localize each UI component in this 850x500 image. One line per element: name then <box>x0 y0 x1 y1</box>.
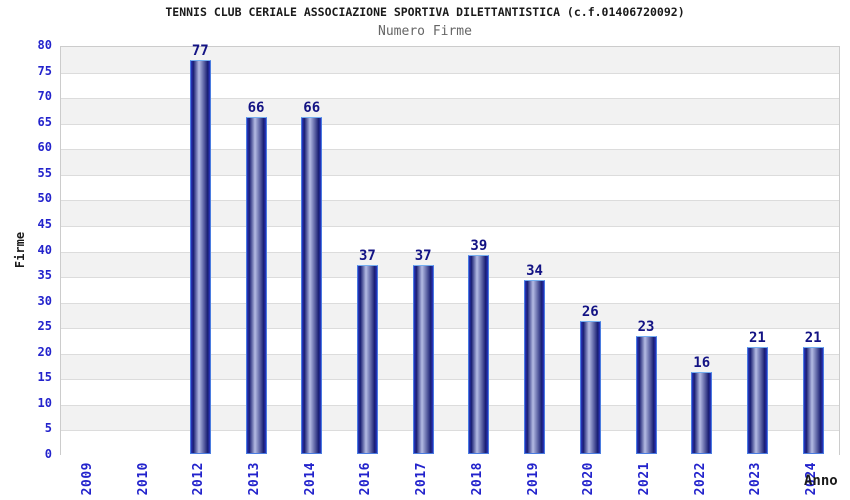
gridline <box>61 353 839 355</box>
bar-2017 <box>412 264 434 454</box>
x-axis-label-2017: 2017 <box>414 462 430 496</box>
plot-band <box>61 379 839 405</box>
x-axis-label-2020: 2020 <box>581 462 597 496</box>
plot-band <box>61 277 839 303</box>
y-axis-tick-label: 70 <box>37 89 52 104</box>
y-axis-tick-label: 5 <box>44 421 52 436</box>
plot-band <box>61 47 839 73</box>
gridline <box>61 72 839 74</box>
gridline <box>61 277 839 279</box>
plot-band <box>61 225 839 252</box>
bar-2016 <box>356 264 378 454</box>
bar-2019 <box>524 280 546 454</box>
bar-2024 <box>802 346 824 454</box>
plot-band <box>61 123 839 150</box>
bar-value-label: 66 <box>247 99 265 116</box>
gridline <box>61 149 839 151</box>
gridline <box>61 225 839 227</box>
bar-value-label: 37 <box>358 247 376 264</box>
y-axis-tick-label: 40 <box>37 242 52 257</box>
bar-value-label: 77 <box>191 43 209 60</box>
y-axis-tick-label: 50 <box>37 191 52 206</box>
x-axis-label-2012: 2012 <box>191 462 207 496</box>
chart-title: TENNIS CLUB CERIALE ASSOCIAZIONE SPORTIV… <box>165 5 685 19</box>
chart-subtitle: Numero Firme <box>378 24 472 39</box>
y-axis-tick-label: 80 <box>37 38 52 52</box>
bar-2022 <box>691 372 713 454</box>
x-axis-labels: 2009 2010 2012 2013 2014 2016 2017 2018 2019 2020… <box>60 455 840 500</box>
plot-band <box>61 72 839 99</box>
gridline <box>61 328 839 330</box>
gridline <box>61 200 839 202</box>
x-axis-title: Anno <box>804 473 838 489</box>
bar-2023 <box>746 346 768 454</box>
bar-value-label: 26 <box>581 304 599 321</box>
y-axis-tick-label: 75 <box>37 63 52 78</box>
x-axis-label-2014: 2014 <box>302 462 318 496</box>
plot-band <box>61 149 839 175</box>
x-axis-label-2010: 2010 <box>135 462 151 496</box>
x-axis-label-2009: 2009 <box>79 462 95 496</box>
bar-value-label: 39 <box>470 237 488 254</box>
bar-value-label: 37 <box>414 247 432 264</box>
x-axis-label-2016: 2016 <box>358 462 374 496</box>
gridline <box>61 251 839 253</box>
bar-2021 <box>635 336 657 454</box>
y-axis-tick-label: 25 <box>37 319 52 334</box>
bar-2012 <box>189 60 211 454</box>
y-axis-tick-label: 35 <box>37 268 52 283</box>
y-axis-tick-label: 65 <box>37 114 52 129</box>
plot-band <box>61 302 839 329</box>
x-axis-label-2023: 2023 <box>748 462 764 496</box>
plot-band <box>61 404 839 431</box>
gridline <box>61 379 839 381</box>
gridline <box>61 174 839 176</box>
gridline <box>61 404 839 406</box>
bar-2018 <box>468 254 490 454</box>
bar-2014 <box>301 116 323 454</box>
plot-area: 77 66 66 37 37 39 34 26 23 16 21 21 <box>60 43 840 456</box>
x-axis-label-2022: 2022 <box>692 462 708 496</box>
y-axis-tick-label: 0 <box>44 447 52 461</box>
bar-value-label: 66 <box>303 99 321 116</box>
plot-band <box>61 200 839 226</box>
gridline <box>61 123 839 125</box>
plot-band <box>61 328 839 354</box>
bar-value-label: 21 <box>748 329 766 346</box>
y-axis-tick-label: 15 <box>37 370 52 385</box>
plot-band <box>61 430 839 456</box>
bar-value-label: 23 <box>637 319 655 336</box>
y-axis-ticks: 0 5 10 15 20 25 30 35 40 45 50 55 60 65 70 75 80 <box>0 0 52 500</box>
x-axis-label-2013: 2013 <box>247 462 262 496</box>
y-axis-tick-label: 20 <box>37 344 52 359</box>
y-axis-tick-label: 10 <box>37 395 52 410</box>
y-axis-tick-label: 30 <box>37 293 52 308</box>
y-axis-tick-label: 55 <box>37 165 52 180</box>
y-axis-tick-label: 45 <box>37 216 52 231</box>
x-axis-label-2018: 2018 <box>469 462 485 496</box>
gridline <box>61 98 839 100</box>
y-axis-tick-label: 60 <box>37 140 52 155</box>
gridline <box>61 302 839 304</box>
x-axis-label-2019: 2019 <box>525 462 541 496</box>
plot-band <box>61 174 839 201</box>
bar-2013 <box>245 116 267 454</box>
bar-value-label: 16 <box>693 355 711 372</box>
bar-value-label: 21 <box>804 329 822 346</box>
bar-value-label: 34 <box>526 263 543 280</box>
gridline <box>61 430 839 432</box>
plot-band <box>61 251 839 278</box>
plot-band <box>61 98 839 124</box>
bar-2020 <box>579 321 601 454</box>
x-axis-label-2021: 2021 <box>637 462 652 496</box>
